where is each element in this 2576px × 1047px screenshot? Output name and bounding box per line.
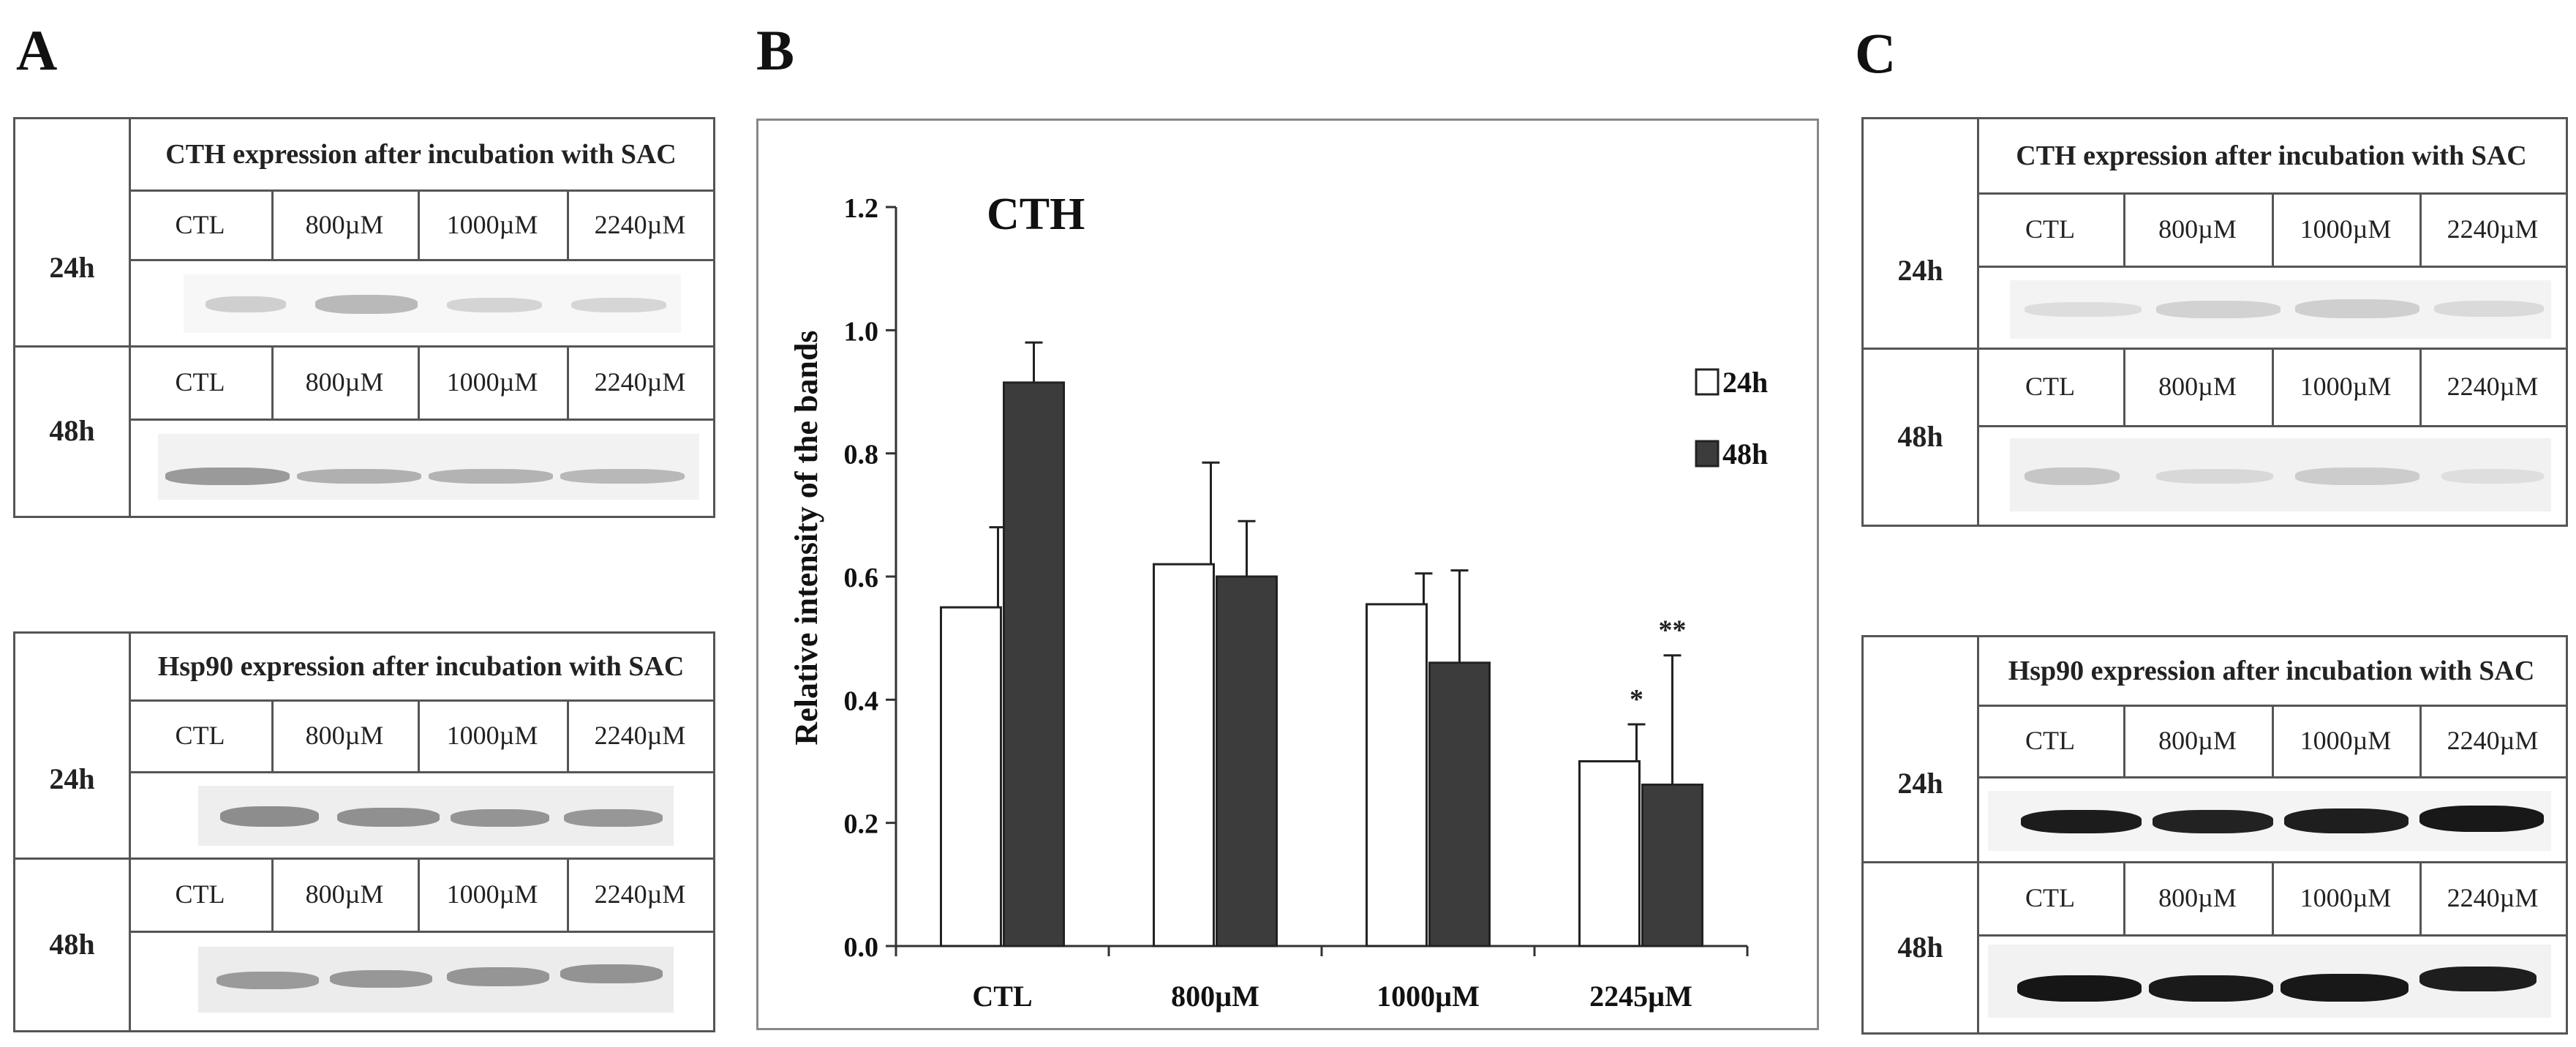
blot-strip-48h bbox=[2010, 438, 2551, 511]
bar-24h-1 bbox=[1153, 563, 1215, 947]
y-tick-label: 0.6 bbox=[844, 563, 879, 593]
lane-label-800: 800µM bbox=[2158, 726, 2237, 755]
legend-swatch-48h bbox=[1695, 440, 1720, 468]
cth-bar-chart: Relative intensity of the bands CTH 0.0 0… bbox=[788, 189, 1768, 1013]
row-label-48h: 48h bbox=[1897, 930, 1943, 964]
lane-label-1000: 1000µM bbox=[446, 367, 538, 397]
panel-c-cth-blot: CTH expression after incubation with SAC… bbox=[1861, 117, 2568, 527]
y-tick-label: 0.8 bbox=[844, 440, 879, 470]
y-tick-label: 0.2 bbox=[844, 809, 879, 840]
lane-label-800: 800µM bbox=[305, 367, 384, 397]
blot-strip-24h bbox=[184, 274, 681, 333]
bar-48h-0 bbox=[1003, 381, 1065, 947]
panel-label-a: A bbox=[16, 18, 58, 82]
cth-blot-title: CTH expression after incubation with SAC bbox=[2016, 140, 2527, 171]
lane-label-800: 800µM bbox=[305, 209, 384, 239]
row-label-24h: 24h bbox=[49, 762, 95, 795]
panel-label-c: C bbox=[1855, 21, 1897, 85]
lane-label-1000: 1000µM bbox=[446, 879, 538, 909]
y-axis-label: Relative intensity of the bands bbox=[788, 330, 824, 745]
legend-label-48h: 48h bbox=[1722, 438, 1768, 470]
lane-label-1000: 1000µM bbox=[446, 209, 538, 239]
blot-strip-48h bbox=[198, 947, 674, 1013]
hsp90-blot-title: Hsp90 expression after incubation with S… bbox=[157, 651, 685, 682]
cth-blot-title: CTH expression after incubation with SAC bbox=[165, 139, 677, 170]
bar-48h-3 bbox=[1641, 783, 1703, 947]
bar-24h-3 bbox=[1578, 760, 1641, 947]
lane-label-800: 800µM bbox=[2158, 214, 2237, 244]
panel-label-b: B bbox=[756, 18, 795, 82]
lane-label-800: 800µM bbox=[305, 721, 384, 750]
lane-label-1000: 1000µM bbox=[2300, 214, 2392, 244]
y-tick-label: 0.0 bbox=[844, 932, 879, 963]
blot-strip-48h bbox=[1988, 945, 2551, 1018]
lane-label-1000: 1000µM bbox=[2300, 372, 2392, 401]
bar-24h-2 bbox=[1366, 603, 1428, 947]
x-tick-label: 2245µM bbox=[1589, 980, 1692, 1013]
lane-label-ctl: CTL bbox=[2025, 726, 2075, 755]
blot-strip-24h bbox=[1988, 791, 2551, 851]
lane-label-2240: 2240µM bbox=[2447, 726, 2539, 755]
bar-48h-2 bbox=[1428, 661, 1491, 947]
lane-label-800: 800µM bbox=[2158, 883, 2237, 912]
lane-label-2240: 2240µM bbox=[594, 367, 686, 397]
x-tick-label: CTL bbox=[972, 980, 1032, 1013]
lane-label-ctl: CTL bbox=[175, 721, 225, 750]
panel-c-hsp90-blot: Hsp90 expression after incubation with S… bbox=[1861, 635, 2568, 1035]
lane-label-2240: 2240µM bbox=[594, 879, 686, 909]
y-tick-label: 1.0 bbox=[844, 316, 879, 347]
hsp90-blot-title: Hsp90 expression after incubation with S… bbox=[2008, 656, 2535, 686]
panel-a-hsp90-blot: Hsp90 expression after incubation with S… bbox=[13, 631, 715, 1032]
lane-label-2240: 2240µM bbox=[2447, 214, 2539, 244]
lane-label-1000: 1000µM bbox=[2300, 726, 2392, 755]
lane-label-2240: 2240µM bbox=[594, 209, 686, 239]
bar-24h-0 bbox=[940, 606, 1002, 947]
chart-title: CTH bbox=[987, 189, 1085, 239]
lane-label-2240: 2240µM bbox=[594, 721, 686, 750]
lane-label-1000: 1000µM bbox=[446, 721, 538, 750]
significance-mark: * bbox=[1630, 684, 1643, 715]
legend-swatch-24h bbox=[1695, 368, 1720, 396]
row-label-24h: 24h bbox=[1897, 766, 1943, 800]
row-label-48h: 48h bbox=[1897, 419, 1943, 453]
lane-label-2240: 2240µM bbox=[2447, 883, 2539, 912]
panel-a-cth-blot: CTH expression after incubation with SAC… bbox=[13, 117, 715, 518]
lane-label-2240: 2240µM bbox=[2447, 372, 2539, 401]
lane-label-ctl: CTL bbox=[2025, 372, 2075, 401]
x-tick-label: 1000µM bbox=[1376, 980, 1480, 1013]
lane-label-ctl: CTL bbox=[175, 367, 225, 397]
lane-label-ctl: CTL bbox=[2025, 883, 2075, 912]
lane-label-ctl: CTL bbox=[175, 879, 225, 909]
lane-label-800: 800µM bbox=[305, 879, 384, 909]
y-tick-label: 1.2 bbox=[844, 193, 879, 224]
y-tick-label: 0.4 bbox=[844, 686, 879, 716]
blot-strip-24h bbox=[2010, 280, 2551, 339]
legend-label-24h: 24h bbox=[1722, 366, 1768, 399]
row-label-24h: 24h bbox=[1897, 253, 1943, 287]
panel-b-chart-frame: Relative intensity of the bands CTH 0.0 0… bbox=[756, 119, 1819, 1030]
lane-label-1000: 1000µM bbox=[2300, 883, 2392, 912]
row-label-48h: 48h bbox=[49, 414, 95, 447]
blot-strip-24h bbox=[198, 786, 674, 846]
row-label-24h: 24h bbox=[49, 251, 95, 284]
lane-label-ctl: CTL bbox=[175, 209, 225, 239]
lane-label-800: 800µM bbox=[2158, 372, 2237, 401]
x-tick-label: 800µM bbox=[1171, 980, 1259, 1013]
bar-48h-1 bbox=[1216, 575, 1278, 947]
row-label-48h: 48h bbox=[49, 927, 95, 961]
blot-strip-48h bbox=[158, 434, 699, 500]
lane-label-ctl: CTL bbox=[2025, 214, 2075, 244]
significance-mark: ** bbox=[1659, 615, 1687, 646]
